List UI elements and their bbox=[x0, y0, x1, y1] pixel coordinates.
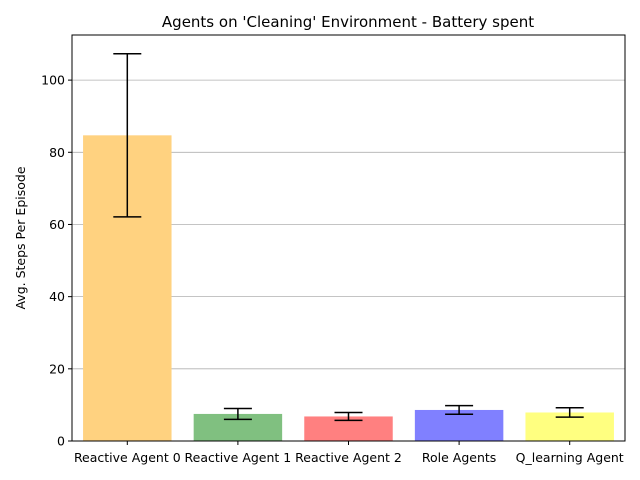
y-tick-label: 80 bbox=[49, 145, 65, 160]
chart-title: Agents on 'Cleaning' Environment - Batte… bbox=[162, 13, 534, 31]
y-tick-label: 20 bbox=[49, 361, 65, 376]
y-tick-label: 40 bbox=[49, 289, 65, 304]
bars bbox=[83, 135, 614, 441]
x-tick-label: Reactive Agent 2 bbox=[295, 450, 402, 465]
y-axis-ticks: 0 20 40 60 80 100 bbox=[41, 73, 72, 449]
x-axis-ticks: Reactive Agent 0 Reactive Agent 1 Reactive… bbox=[74, 441, 624, 465]
y-tick-label: 100 bbox=[41, 73, 65, 88]
y-tick-label: 60 bbox=[49, 217, 65, 232]
error-bars bbox=[113, 53, 584, 422]
x-tick-label: Q_learning Agent bbox=[516, 450, 624, 465]
x-tick-label: Reactive Agent 1 bbox=[185, 450, 292, 465]
bar bbox=[414, 409, 504, 441]
x-tick-label: Reactive Agent 0 bbox=[74, 450, 181, 465]
x-tick-label: Role Agents bbox=[422, 450, 496, 465]
y-axis-label: Avg. Steps Per Episode bbox=[13, 166, 28, 309]
y-tick-label: 0 bbox=[57, 434, 65, 449]
